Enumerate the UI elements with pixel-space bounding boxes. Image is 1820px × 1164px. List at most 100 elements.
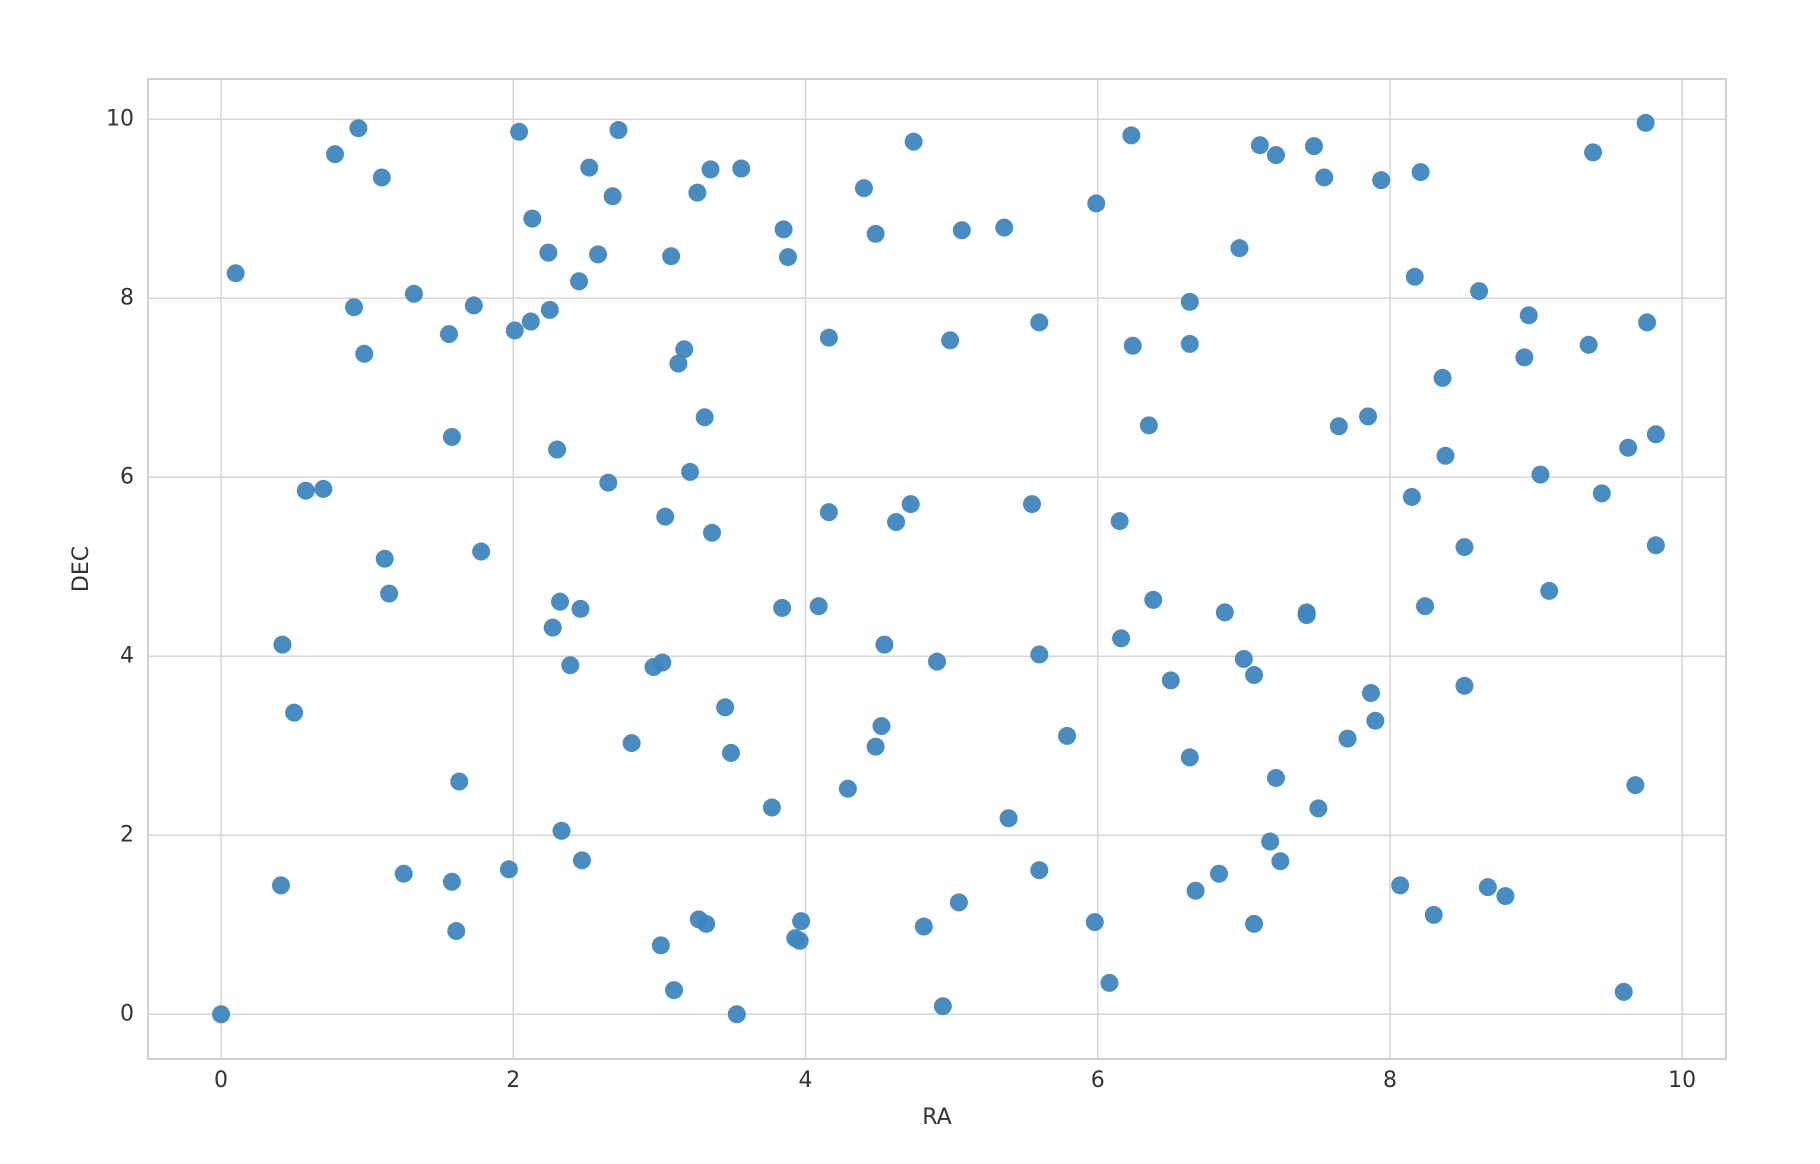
point	[872, 717, 891, 736]
x-tick-label: 4	[799, 1068, 813, 1093]
point	[599, 473, 618, 492]
point	[662, 247, 681, 266]
point	[838, 779, 857, 798]
point	[1411, 163, 1430, 182]
point	[1297, 606, 1316, 625]
point	[702, 523, 721, 542]
point	[656, 507, 675, 526]
point	[1361, 683, 1380, 702]
point	[1436, 446, 1455, 465]
point	[1391, 876, 1410, 895]
point	[999, 809, 1018, 828]
point	[561, 656, 580, 675]
point	[548, 440, 567, 459]
point	[651, 936, 670, 955]
point	[866, 737, 885, 756]
point	[773, 598, 792, 617]
point	[375, 549, 394, 568]
y-tick-label: 0	[120, 1001, 134, 1026]
point	[1455, 676, 1474, 695]
point	[1234, 649, 1253, 668]
point	[1372, 171, 1391, 190]
plot-frame	[147, 78, 1727, 1060]
point	[1186, 881, 1205, 900]
point	[1271, 852, 1290, 871]
point	[1626, 776, 1645, 795]
point	[1540, 581, 1559, 600]
point	[688, 183, 707, 202]
point	[442, 427, 461, 446]
point	[716, 698, 735, 717]
point	[1215, 603, 1234, 622]
point	[819, 503, 838, 522]
point	[681, 462, 700, 481]
point	[1309, 799, 1328, 818]
point	[1531, 465, 1550, 484]
point	[792, 912, 811, 931]
point	[904, 132, 923, 151]
point	[380, 584, 399, 603]
point	[1338, 729, 1357, 748]
point	[394, 864, 413, 883]
point	[875, 635, 894, 654]
point	[1144, 590, 1163, 609]
point	[1161, 671, 1180, 690]
y-tick-label: 8	[120, 285, 134, 310]
point	[314, 479, 333, 498]
point	[665, 981, 683, 1000]
point	[404, 284, 423, 303]
y-tick-label: 10	[106, 106, 134, 131]
point	[552, 821, 571, 840]
point	[819, 328, 838, 347]
point	[1579, 335, 1598, 354]
point	[1209, 864, 1228, 883]
point	[271, 876, 290, 895]
point	[1123, 336, 1142, 355]
point	[928, 652, 946, 671]
point	[349, 119, 368, 138]
point	[571, 599, 590, 618]
point	[701, 160, 720, 179]
point	[1112, 629, 1131, 648]
point	[1245, 914, 1264, 933]
point	[464, 296, 483, 315]
point	[1478, 878, 1497, 897]
y-tick-label: 4	[120, 643, 134, 668]
point	[1646, 425, 1665, 444]
point	[727, 1005, 746, 1024]
point	[1087, 194, 1106, 213]
point	[226, 264, 245, 283]
point	[721, 743, 740, 762]
point	[499, 860, 518, 879]
point	[949, 893, 968, 912]
point	[653, 653, 672, 672]
point	[521, 312, 540, 331]
point	[1139, 416, 1158, 435]
point	[669, 354, 688, 373]
point	[1230, 239, 1249, 258]
point	[543, 618, 562, 637]
point	[1359, 407, 1378, 426]
point	[1304, 137, 1323, 156]
y-axis-label: DEC	[69, 546, 94, 592]
point	[572, 851, 591, 870]
point	[580, 158, 599, 177]
point	[523, 209, 542, 228]
point	[774, 220, 793, 239]
point	[1266, 768, 1285, 787]
point	[1085, 913, 1104, 932]
point	[1261, 832, 1280, 851]
point	[1433, 368, 1452, 387]
point	[1180, 748, 1199, 767]
point	[1250, 136, 1269, 155]
point	[866, 224, 885, 243]
x-axis-label: RA	[922, 1105, 951, 1130]
point	[450, 772, 469, 791]
point	[1030, 861, 1049, 880]
point	[914, 917, 933, 936]
point	[510, 122, 529, 141]
point	[695, 408, 714, 427]
point	[589, 245, 608, 264]
point	[355, 344, 374, 363]
